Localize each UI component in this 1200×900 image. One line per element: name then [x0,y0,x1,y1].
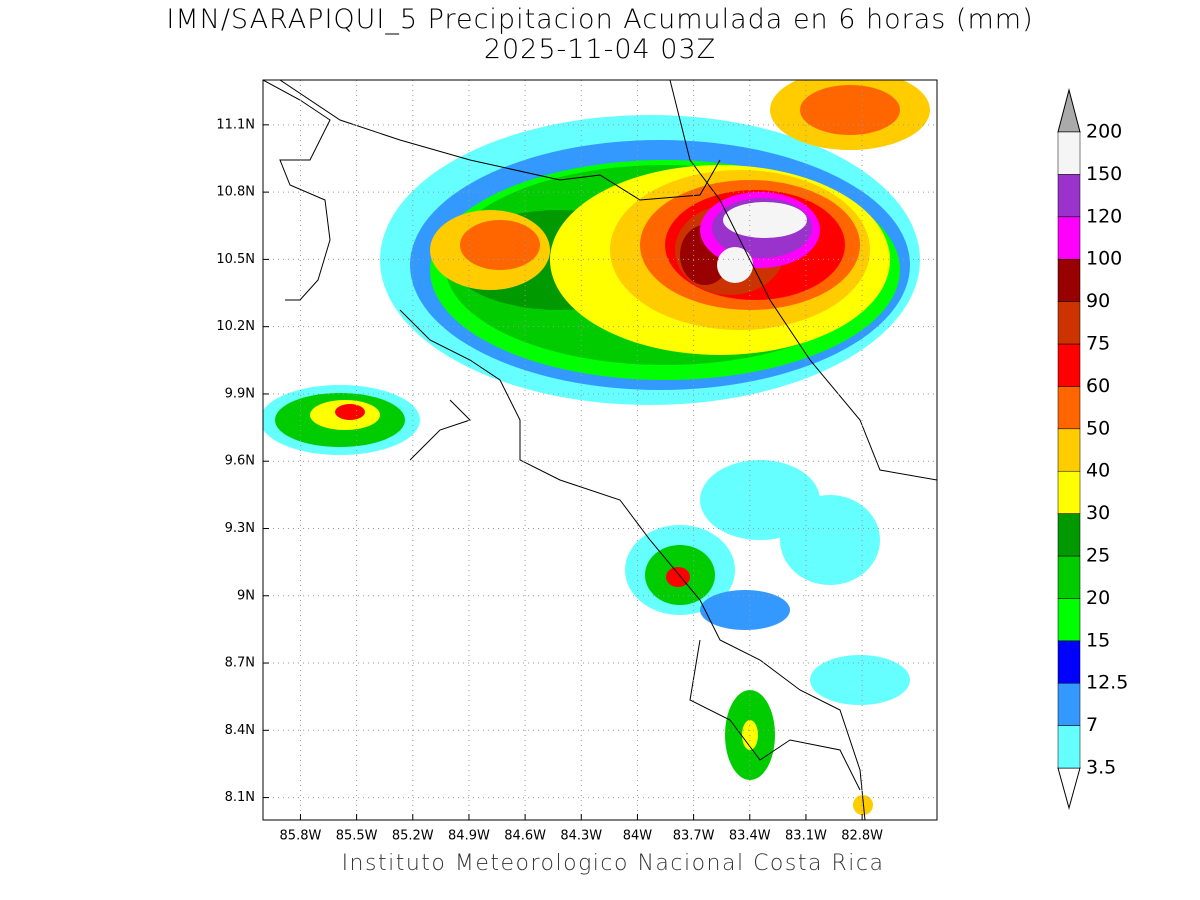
x-tick-label: 84.9W [448,829,490,844]
x-tick-label: 85.2W [392,829,434,844]
colorbar-box [1057,343,1081,387]
colorbar-label: 75 [1086,333,1110,355]
subtitle: 2025-11-04 03Z [484,34,716,65]
x-tick-label: 85.8W [280,829,322,844]
colorbar-box [1057,725,1081,769]
colorbar-box [1057,258,1081,302]
colorbar-box [1057,216,1081,260]
colorbar-label: 120 [1086,205,1122,227]
colorbar-label: 15 [1086,629,1110,651]
colorbar-box [1057,513,1081,557]
colorbar-label: 7 [1086,714,1098,736]
x-tick-label: 83.4W [729,829,771,844]
x-tick-label: 84W [623,829,653,844]
y-tick-label: 9.6N [225,454,255,469]
y-tick-label: 8.4N [225,723,255,738]
x-tick-label: 84.6W [504,829,546,844]
map-frame [262,79,938,821]
colorbar-box [1057,640,1081,684]
x-tick-label: 83.1W [785,829,827,844]
y-tick-label: 8.1N [225,790,255,805]
x-tick-label: 85.5W [336,829,378,844]
x-tick-label: 84.3W [560,829,602,844]
colorbar-label: 3.5 [1086,757,1116,779]
colorbar-box [1057,555,1081,599]
y-tick-label: 10.8N [216,185,255,200]
colorbar-label: 12.5 [1086,672,1128,694]
colorbar-over [1057,88,1081,133]
x-tick-label: 83.7W [673,829,715,844]
colorbar-label: 40 [1086,460,1110,482]
y-tick-label: 11.1N [216,117,255,132]
colorbar-box [1057,386,1081,430]
title: IMN/SARAPIQUI_5 Precipitacion Acumulada … [166,4,1033,35]
colorbar-label: 25 [1086,545,1110,567]
colorbar-box [1057,174,1081,218]
colorbar-box [1057,301,1081,345]
colorbar-box [1057,598,1081,642]
y-tick-label: 10.5N [216,252,255,267]
colorbar: 3.5 7 12.5 15 20 25 30 40 50 60 75 90 100 120 150 200 [1057,88,1128,810]
colorbar-label: 20 [1086,587,1110,609]
colorbar-label: 50 [1086,417,1110,439]
y-tick-label: 8.7N [225,656,255,671]
colorbar-label: 60 [1086,375,1110,397]
coastlines [263,80,937,820]
y-tick-label: 9N [237,588,255,603]
colorbar-label: 100 [1086,248,1122,270]
x-tick-label: 82.8W [841,829,883,844]
y-tick-label: 9.9N [225,386,255,401]
y-tick-label: 10.2N [216,319,255,334]
precip-field [263,80,930,815]
colorbar-box [1057,428,1081,472]
colorbar-box [1057,470,1081,514]
colorbar-label: 90 [1086,290,1110,312]
colorbar-box [1057,131,1081,175]
y-tick-label: 9.3N [225,521,255,536]
colorbar-under [1057,767,1081,810]
colorbar-label: 200 [1086,121,1122,143]
colorbar-box [1057,682,1081,726]
footer: Instituto Meteorologico Nacional Costa R… [342,851,885,876]
colorbar-label: 150 [1086,163,1122,185]
axes: 85.8W 85.5W 85.2W 84.9W 84.6W 84.3W 84W 83.7W 83… [216,80,937,844]
colorbar-label: 30 [1086,502,1110,524]
